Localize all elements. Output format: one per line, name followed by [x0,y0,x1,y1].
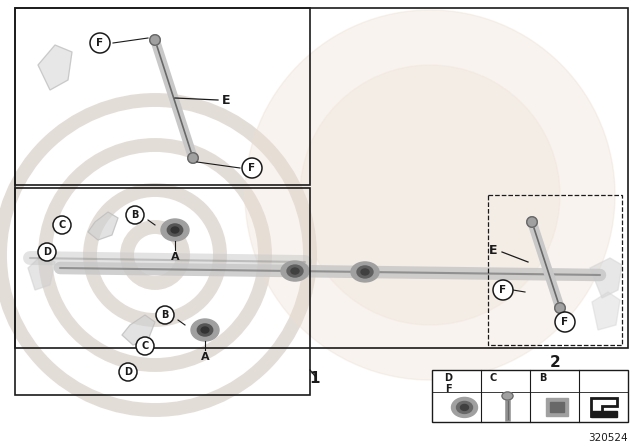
Ellipse shape [201,327,209,333]
Ellipse shape [291,268,299,274]
Circle shape [38,243,56,261]
Ellipse shape [461,405,468,410]
Bar [591,411,616,418]
Ellipse shape [161,219,189,241]
Ellipse shape [357,266,373,278]
Text: B: B [539,373,546,383]
Circle shape [136,337,154,355]
Polygon shape [590,258,622,298]
Text: A: A [171,252,179,262]
Text: D: D [445,373,452,383]
Ellipse shape [502,392,513,400]
Bar [550,402,563,413]
Circle shape [119,363,137,381]
Circle shape [555,303,565,313]
Circle shape [188,153,198,163]
Ellipse shape [351,262,379,282]
Text: B: B [131,210,139,220]
Text: F: F [499,285,507,295]
Bar [545,398,568,417]
Circle shape [245,10,615,380]
Bar [432,370,628,422]
Ellipse shape [361,269,369,275]
Circle shape [156,306,174,324]
Ellipse shape [281,261,309,281]
Text: A: A [201,352,209,362]
Ellipse shape [287,265,303,277]
Text: C: C [58,220,66,230]
Circle shape [126,206,144,224]
Text: F: F [248,163,255,173]
Ellipse shape [171,227,179,233]
Circle shape [53,216,71,234]
Ellipse shape [451,397,477,418]
Text: C: C [141,341,148,351]
Text: C: C [490,373,497,383]
Polygon shape [28,255,55,290]
Circle shape [242,158,262,178]
Text: 1: 1 [310,370,320,385]
Text: F: F [445,383,452,394]
Polygon shape [592,292,620,330]
Polygon shape [88,212,118,240]
Text: B: B [161,310,169,320]
Polygon shape [38,45,72,90]
Circle shape [555,312,575,332]
Ellipse shape [456,401,472,414]
Ellipse shape [197,324,212,336]
Ellipse shape [167,224,182,236]
Circle shape [90,33,110,53]
Circle shape [527,217,537,227]
Text: E: E [222,94,230,107]
Text: D: D [124,367,132,377]
Text: F: F [561,317,568,327]
Ellipse shape [191,319,219,341]
Text: 2: 2 [550,354,561,370]
Circle shape [493,280,513,300]
Polygon shape [591,398,616,417]
Polygon shape [122,315,155,345]
Text: 320524: 320524 [588,433,628,443]
Text: E: E [488,244,497,257]
Circle shape [300,65,560,325]
Circle shape [150,35,160,45]
Text: D: D [43,247,51,257]
Text: F: F [97,38,104,48]
